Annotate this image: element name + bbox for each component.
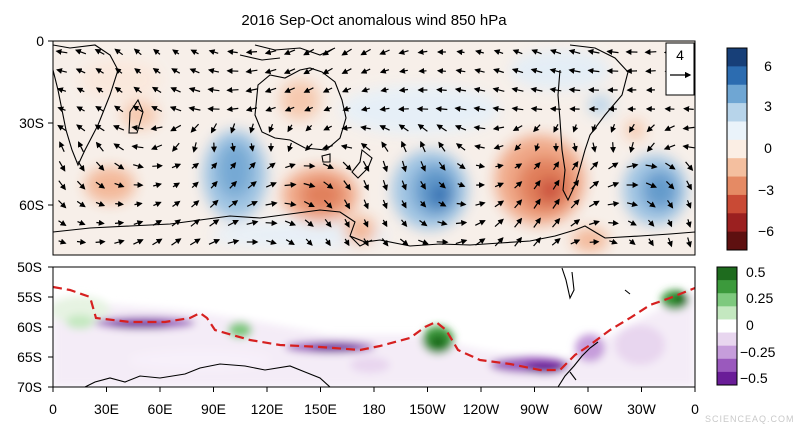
x-tick-label: 90W — [520, 401, 550, 417]
bottom-y-axis: 50S 55S 60S 65S 70S — [17, 259, 53, 395]
ice-edge-line — [53, 285, 695, 372]
bottom-y-tick-50s: 50S — [17, 259, 42, 275]
bottom-sea-ice-map — [53, 267, 695, 387]
x-tick-label: 60E — [148, 401, 173, 417]
top-y-tick-60s: 60S — [19, 197, 44, 213]
top-y-tick-30s: 30S — [19, 115, 44, 131]
x-tick-label: 180 — [362, 401, 386, 417]
top-cb-tick-0: 0 — [764, 140, 772, 156]
top-cb-tick-m6: −6 — [758, 223, 774, 239]
x-axis: 0 30E 60E 90E 120E 150E 180 150W 120W 90W 60W 30W 0 — [49, 387, 699, 417]
bottom-colorbar: 0.5 0.25 0 −0.25 −0.5 — [716, 264, 776, 386]
bottom-y-tick-55s: 55S — [17, 289, 42, 305]
top-cb-tick-3: 3 — [764, 98, 772, 114]
bottom-cb-tick-0.25: 0.25 — [746, 290, 773, 306]
map-title: 2016 Sep-Oct anomalous wind 850 hPa — [241, 12, 507, 29]
top-cb-tick-6: 6 — [764, 58, 772, 74]
top-colorbar: 6 3 0 −3 −6 — [726, 47, 774, 251]
coastlines-bottom — [84, 267, 631, 387]
reference-vector: 4 — [665, 42, 695, 96]
x-tick-label: 0 — [691, 401, 699, 417]
top-cb-tick-m3: −3 — [758, 182, 774, 198]
bottom-cb-tick-m0.5: −0.5 — [740, 370, 768, 386]
x-tick-label: 150W — [409, 401, 446, 417]
watermark: SCIENCEAQ.COM — [705, 414, 795, 424]
top-y-tick-0: 0 — [36, 33, 44, 49]
bottom-cb-tick-0: 0 — [746, 317, 754, 333]
bottom-y-tick-60s: 60S — [17, 319, 42, 335]
bottom-y-tick-70s: 70S — [17, 379, 42, 395]
x-tick-label: 30W — [627, 401, 657, 417]
x-tick-label: 120E — [251, 401, 284, 417]
top-y-axis: 0 30S 60S — [19, 33, 53, 213]
bottom-y-tick-65s: 65S — [17, 349, 42, 365]
x-tick-label: 120W — [463, 401, 500, 417]
bottom-cb-tick-0.5: 0.5 — [746, 264, 766, 280]
x-tick-label: 60W — [574, 401, 604, 417]
top-wind-anomaly-map — [53, 41, 695, 255]
bottom-cb-tick-m0.25: −0.25 — [740, 344, 776, 360]
x-tick-label: 150E — [304, 401, 337, 417]
reference-vector-label: 4 — [676, 47, 684, 63]
x-tick-label: 0 — [49, 401, 57, 417]
x-tick-label: 90E — [201, 401, 226, 417]
x-tick-label: 30E — [94, 401, 119, 417]
wind-vectors — [55, 48, 695, 248]
